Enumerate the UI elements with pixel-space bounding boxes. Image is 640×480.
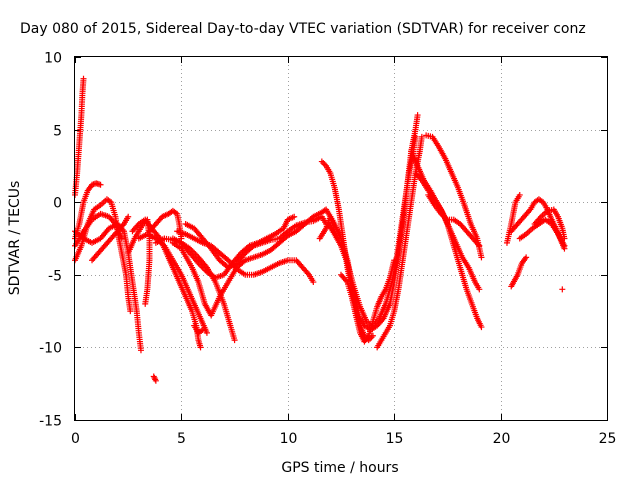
series-arc-25 bbox=[412, 170, 485, 331]
x-axis-title: GPS time / hours bbox=[281, 460, 398, 476]
chart-title: Day 080 of 2015, Sidereal Day-to-day VTE… bbox=[20, 21, 586, 37]
series-arc-31 bbox=[531, 206, 568, 242]
series-arc-05 bbox=[72, 210, 125, 249]
y-tick-label: 10 bbox=[44, 51, 62, 67]
series-arc-26 bbox=[425, 191, 483, 249]
grid bbox=[75, 57, 607, 420]
x-tick-label: 10 bbox=[280, 431, 298, 447]
series-arc-21 bbox=[338, 257, 398, 345]
series-arc-32 bbox=[559, 286, 566, 293]
series-arc-09 bbox=[135, 231, 210, 336]
series-arc-18 bbox=[316, 112, 421, 333]
y-tick-label: 0 bbox=[53, 196, 62, 212]
series-arc-27 bbox=[503, 191, 523, 246]
y-axis-title: SDTVAR / TECUs bbox=[7, 181, 23, 296]
plot-frame bbox=[74, 56, 608, 421]
x-tick-label: 0 bbox=[71, 431, 80, 447]
x-tick-labels: 0 5 10 15 20 25 bbox=[71, 431, 616, 447]
y-tick-label: -5 bbox=[48, 269, 62, 285]
x-tick-label: 25 bbox=[599, 431, 617, 447]
y-tick-label: 5 bbox=[53, 124, 62, 140]
series-arc-17 bbox=[150, 373, 159, 384]
series-arc-07 bbox=[125, 216, 153, 307]
y-tick-label: -15 bbox=[39, 414, 62, 430]
x-tick-label: 5 bbox=[177, 431, 186, 447]
series-arc-15 bbox=[182, 213, 330, 271]
y-tick-label: -10 bbox=[39, 341, 62, 357]
x-tick-label: 20 bbox=[493, 431, 511, 447]
series-arc-06 bbox=[89, 213, 132, 264]
data-points bbox=[72, 75, 568, 384]
series-arc-24 bbox=[423, 132, 485, 261]
x-tick-label: 15 bbox=[386, 431, 404, 447]
series-arc-19 bbox=[318, 158, 376, 344]
series-arc-30 bbox=[516, 216, 568, 249]
series-arc-28 bbox=[508, 254, 530, 290]
series-arc-16 bbox=[191, 322, 206, 336]
y-tick-labels: 10 5 0 -5 -10 -15 bbox=[39, 51, 62, 430]
